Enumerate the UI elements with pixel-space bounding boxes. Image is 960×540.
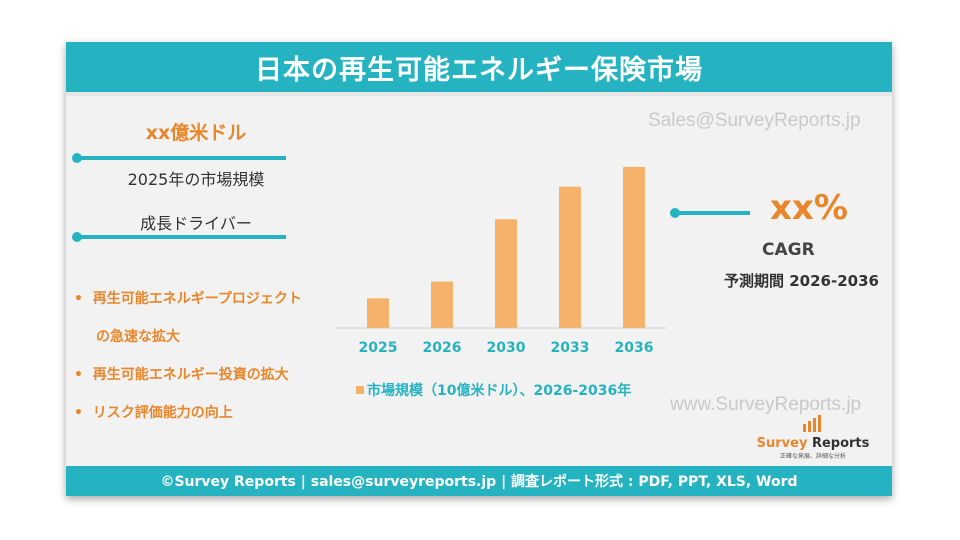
driver-item: の急速な拡大 <box>96 329 180 345</box>
x-tick-label: 2026 <box>423 340 462 352</box>
cagr-label: CAGR <box>762 240 815 260</box>
forecast-period: 予測期間 2026-2036 <box>724 272 879 290</box>
cagr-value: xx% <box>770 188 848 228</box>
x-tick-label: 2033 <box>551 340 590 352</box>
connector-line <box>76 156 286 160</box>
footer: ©Survey Reports | sales@surveyreports.jp… <box>66 466 892 496</box>
market-size-bar-chart: 2025 2026 2030 2033 2036 <box>336 166 666 352</box>
bar-chart-logo-icon <box>803 415 821 432</box>
connector-line <box>76 235 286 239</box>
bar-2030 <box>495 219 517 328</box>
survey-reports-logo: Survey Reports 正確な発展、詳細な分析 <box>748 414 878 460</box>
infographic-card: 日本の再生可能エネルギー保険市場 Sales@SurveyReports.jp … <box>66 42 892 496</box>
driver-item: • リスク評価能力の向上 <box>74 405 233 421</box>
growth-drivers-heading: 成長ドライバー <box>140 214 252 233</box>
driver-item: • 再生可能エネルギープロジェクト <box>74 291 302 307</box>
market-size-label: 2025年の市場規模 <box>127 170 265 189</box>
connector-line <box>674 211 750 215</box>
driver-item: • 再生可能エネルギー投資の拡大 <box>74 367 289 383</box>
bar-2033 <box>559 186 581 328</box>
watermark-url: www.SurveyReports.jp <box>670 394 862 415</box>
market-size-value: xx億米ドル <box>145 122 247 144</box>
legend-swatch <box>356 386 364 394</box>
x-tick-label: 2030 <box>487 340 526 352</box>
logo-tagline: 正確な発展、詳細な分析 <box>779 453 846 460</box>
legend-label: 市場規模（10億米ドル）、2026-2036年 <box>367 383 632 399</box>
x-tick-label: 2036 <box>615 340 654 352</box>
page-title: 日本の再生可能エネルギー保険市場 <box>66 42 892 96</box>
bar-2036 <box>623 166 645 328</box>
bar-2025 <box>367 298 389 328</box>
watermark-email: Sales@SurveyReports.jp <box>648 110 861 131</box>
chart-legend: 市場規模（10億米ドル）、2026-2036年 <box>356 380 631 400</box>
bar-2026 <box>431 281 453 328</box>
x-tick-label: 2025 <box>359 340 398 352</box>
